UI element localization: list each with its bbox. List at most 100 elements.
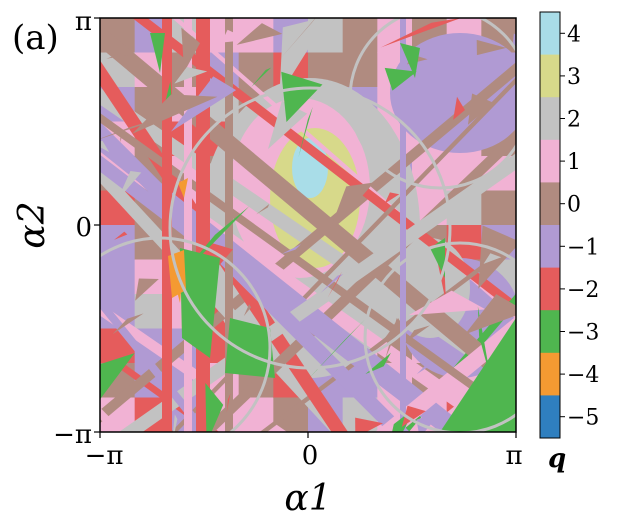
heatmap-region [400, 18, 406, 432]
heatmap-region [405, 325, 430, 343]
colorbar-segment [540, 395, 560, 439]
colorbar-segment [540, 352, 560, 396]
heatmap-region [174, 66, 208, 84]
x-tick-marks [99, 432, 517, 438]
heatmap-region [342, 18, 378, 53]
heatmap-region [184, 18, 192, 432]
colorbar-tick-label: 2 [567, 108, 581, 133]
heatmap-region [162, 18, 172, 432]
colorbar-segment [540, 97, 560, 141]
heatmap-region [327, 271, 342, 298]
heatmap-region [598, 0, 629, 452]
heatmap-region [178, 178, 188, 198]
heatmap-region [175, 280, 182, 303]
heatmap-region [280, 18, 316, 59]
heatmap-arc [348, 18, 516, 190]
heatmap-region [306, 319, 365, 382]
colorbar-tick-label: 3 [567, 65, 581, 90]
heatmap-arc [168, 86, 452, 370]
colorbar-segment [540, 139, 560, 183]
heatmap-region [119, 153, 516, 432]
colorbar-tick-label: 1 [567, 150, 581, 175]
x-tick-label-zero: 0 [302, 441, 319, 471]
heatmap-region [135, 278, 159, 301]
heatmap-region [384, 67, 417, 91]
colorbar-segment [540, 54, 560, 98]
colorbar-frame [539, 11, 561, 439]
heatmap-region [408, 290, 486, 316]
heatmap-region [483, 253, 502, 264]
y-axis-label: α2 [12, 201, 53, 248]
heatmap-arc [363, 241, 516, 432]
heatmap-region [280, 244, 302, 255]
heatmap-region [100, 140, 110, 153]
heatmap-region [267, 100, 308, 150]
heatmap-region [100, 407, 125, 432]
x-tick-label-min: −π [85, 441, 124, 471]
colorbar-tick-label: −1 [567, 235, 599, 260]
heatmap-plot-area [100, 0, 629, 452]
colorbar-tick-label: 4 [567, 22, 581, 47]
heatmap-region [150, 33, 165, 73]
heatmap-region [181, 27, 201, 73]
y-tick-label-zero: 0 [75, 213, 92, 243]
heatmap-region [453, 96, 465, 120]
heatmap-region [365, 352, 391, 375]
heatmap-region [400, 43, 420, 78]
heatmap-region [481, 190, 516, 226]
heatmap-region [226, 393, 231, 413]
heatmap-region [114, 231, 128, 240]
heatmap-region [380, 18, 461, 48]
heatmap-region [401, 405, 426, 428]
heatmap-region [512, 33, 516, 47]
y-tick-label-min: −π [53, 420, 92, 450]
colorbar-label: q [548, 444, 566, 474]
colorbar-tick-label: −2 [567, 278, 599, 303]
heatmap-region [279, 18, 328, 96]
heatmap-region [298, 106, 313, 158]
heatmap-region [173, 414, 178, 432]
panel-label: (a) [12, 18, 59, 58]
colorbar-tick-label: −3 [567, 321, 599, 346]
heatmap-region [112, 313, 144, 335]
heatmap-region [196, 18, 210, 432]
heatmap-region [100, 112, 181, 139]
heatmap-region [375, 316, 516, 432]
colorbar-segment [540, 225, 560, 269]
colorbar-ticks: −5 −4 −3 −2 −1 0 1 2 3 4 [560, 22, 599, 431]
heatmap-region [132, 94, 218, 134]
heatmap-region [467, 93, 495, 125]
heatmap-region [476, 39, 507, 56]
colorbar-tick-label: −4 [567, 363, 599, 388]
heatmap-region [437, 262, 447, 303]
heatmap-region [385, 317, 398, 359]
heatmap-region [281, 71, 323, 123]
heatmap-region [100, 121, 410, 432]
heatmap-region [251, 67, 272, 88]
heatmap-region [464, 294, 516, 335]
heatmap-region [106, 50, 128, 59]
heatmap-region [355, 417, 383, 432]
x-tick-label-max: π [505, 441, 522, 471]
heatmap-region [320, 274, 344, 294]
heatmap-region [416, 364, 432, 375]
heatmap-region [100, 164, 348, 432]
heatmap-region [100, 259, 136, 295]
colorbar-tick-label: −5 [567, 406, 599, 431]
heatmap-region [236, 23, 283, 45]
heatmap-region [259, 238, 516, 432]
colorbar-tick-label: 0 [567, 193, 581, 218]
colorbar-segment [540, 182, 560, 226]
heatmap-region [225, 318, 275, 378]
colorbar [540, 12, 560, 439]
heatmap-region [440, 318, 516, 432]
heatmap-region [256, 203, 270, 215]
heatmap-region [486, 431, 488, 432]
heatmap-arc [100, 236, 272, 432]
heatmap-region [100, 353, 135, 400]
colorbar-segment [540, 267, 560, 311]
heatmap-region [243, 304, 252, 317]
x-axis-label: α1 [284, 478, 331, 519]
heatmap-region [205, 382, 224, 432]
